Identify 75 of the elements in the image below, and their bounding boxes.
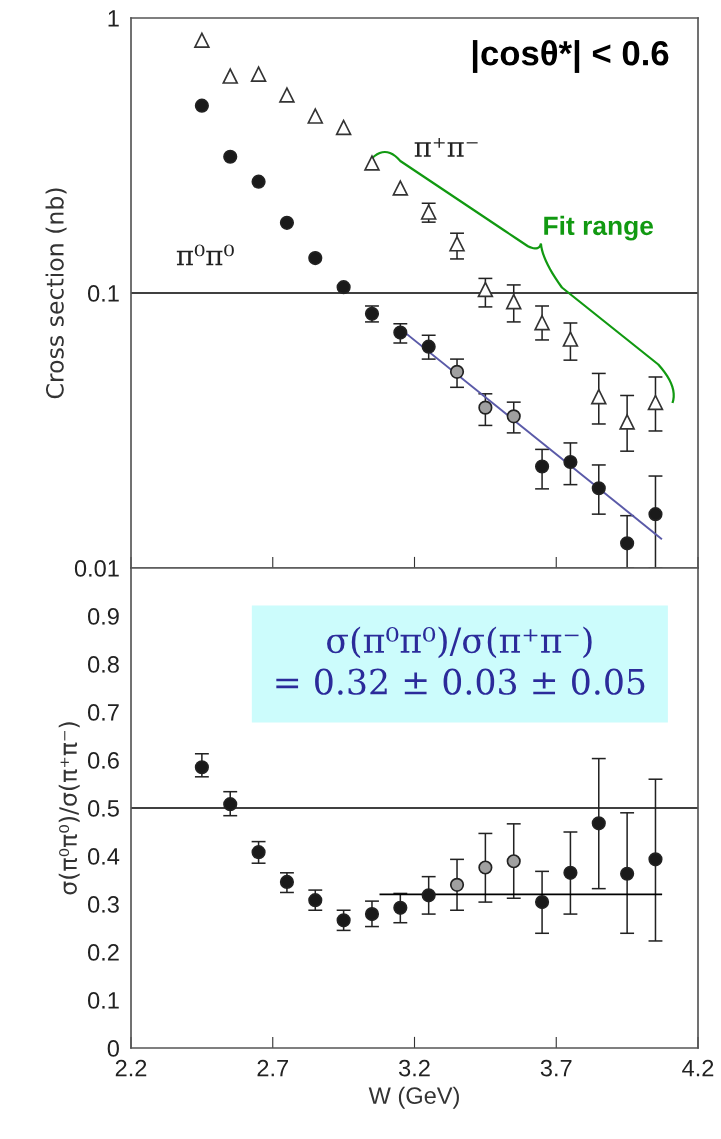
point bbox=[421, 888, 436, 903]
point bbox=[364, 155, 380, 171]
series-label: π⁰π⁰ bbox=[176, 244, 234, 266]
y-tick-label: 0.8 bbox=[88, 656, 119, 673]
point bbox=[619, 414, 635, 430]
point bbox=[534, 459, 550, 474]
annotation: σ(π⁰π⁰)/σ(π⁺π⁻) = 0.32 ± 0.03 ± 0.05 bbox=[276, 626, 645, 695]
point bbox=[647, 394, 664, 411]
y-axis-title: σ(π⁰π⁰)/σ(π⁺π⁻) bbox=[58, 722, 80, 895]
point bbox=[222, 68, 239, 84]
y-tick-label: 0.9 bbox=[88, 608, 119, 625]
point bbox=[392, 180, 409, 196]
y-tick-label: 0.3 bbox=[88, 896, 119, 913]
point bbox=[620, 536, 635, 551]
annotation: |cosθ*| < 0.6 bbox=[472, 40, 669, 73]
x-axis-title: W (GeV) bbox=[368, 1086, 459, 1109]
x-tick-label: 2.2 bbox=[115, 1059, 147, 1077]
point bbox=[449, 236, 465, 252]
point bbox=[251, 174, 266, 189]
annotation: Fit range bbox=[544, 215, 654, 241]
point bbox=[534, 314, 550, 331]
point bbox=[279, 215, 295, 230]
point bbox=[308, 250, 323, 266]
x-tick-label: 2.7 bbox=[257, 1059, 288, 1077]
point bbox=[563, 865, 578, 880]
y-axis-title: Cross section (nb) bbox=[45, 188, 67, 399]
point bbox=[449, 364, 465, 379]
y-tick-label: 0.5 bbox=[88, 800, 119, 817]
point bbox=[393, 900, 408, 915]
point bbox=[194, 32, 210, 49]
point bbox=[194, 760, 209, 775]
point bbox=[421, 339, 436, 354]
point bbox=[251, 845, 266, 860]
point bbox=[336, 913, 351, 928]
point bbox=[307, 108, 324, 124]
point bbox=[590, 388, 607, 405]
x-tick-label: 3.7 bbox=[540, 1059, 572, 1077]
point bbox=[279, 874, 295, 890]
point bbox=[477, 281, 494, 298]
point bbox=[478, 860, 493, 875]
y-tick-label: 0.6 bbox=[88, 752, 119, 769]
x-tick-label: 3.2 bbox=[398, 1059, 430, 1077]
y-tick-label: 0.4 bbox=[88, 848, 120, 865]
y-tick-label: 0 bbox=[107, 1040, 119, 1057]
point bbox=[591, 816, 606, 831]
point bbox=[562, 331, 579, 347]
y-tick-label: 0.7 bbox=[88, 704, 119, 721]
point bbox=[393, 325, 408, 340]
point bbox=[308, 893, 323, 908]
point bbox=[335, 119, 352, 136]
point bbox=[223, 149, 238, 164]
point bbox=[563, 454, 578, 470]
point bbox=[336, 280, 351, 295]
point bbox=[223, 797, 238, 812]
point bbox=[478, 400, 493, 415]
point bbox=[194, 98, 209, 113]
x-tick-label: 4.2 bbox=[682, 1059, 714, 1077]
point bbox=[506, 409, 521, 424]
point bbox=[449, 877, 465, 892]
point bbox=[364, 906, 380, 922]
point bbox=[506, 854, 521, 869]
series-label: π⁺π⁻ bbox=[414, 137, 478, 157]
point bbox=[279, 87, 295, 103]
y-tick-label: 0.01 bbox=[74, 560, 119, 577]
y-tick-label: 1 bbox=[108, 10, 119, 27]
y-tick-label: 0.1 bbox=[88, 992, 119, 1009]
point bbox=[648, 507, 663, 522]
y-tick-label: 0.2 bbox=[88, 944, 119, 961]
point bbox=[648, 852, 663, 867]
point bbox=[250, 66, 267, 82]
point bbox=[591, 481, 606, 496]
point bbox=[534, 894, 550, 910]
y-tick-label: 0.1 bbox=[88, 285, 119, 302]
point bbox=[505, 293, 522, 310]
point bbox=[620, 866, 635, 881]
